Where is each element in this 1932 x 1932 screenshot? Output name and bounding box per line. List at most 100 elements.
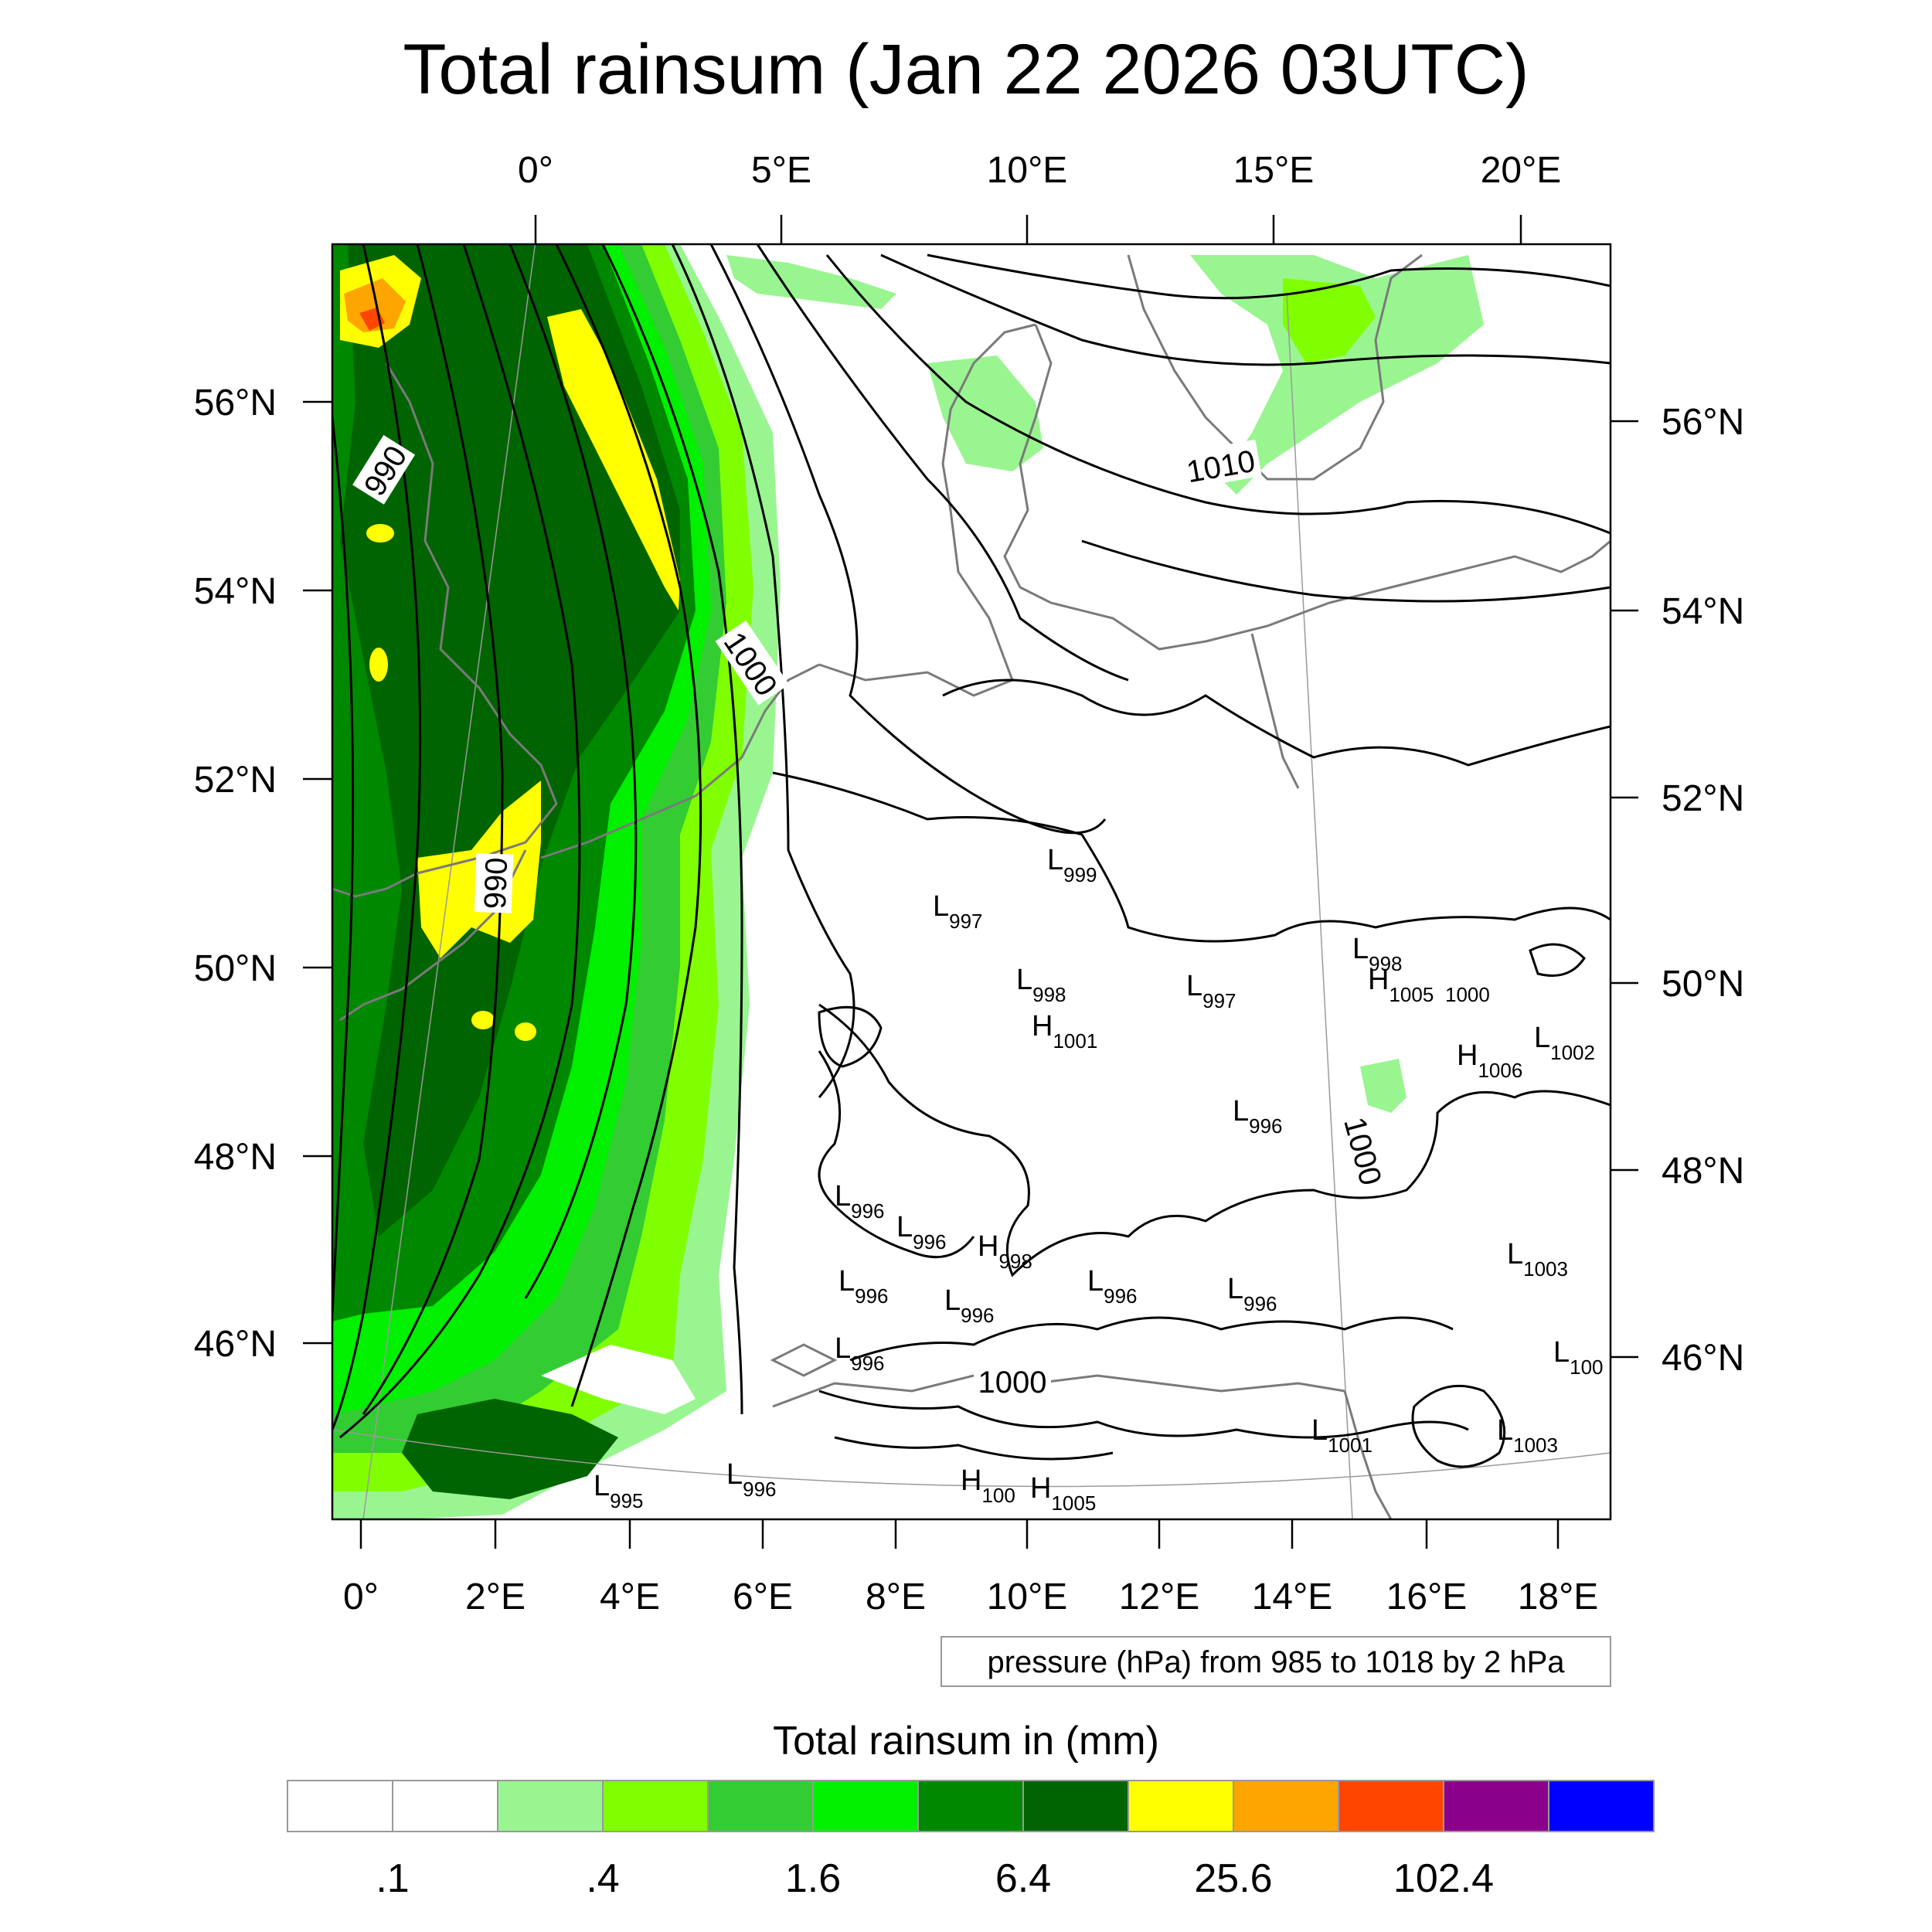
isobar-7 — [601, 244, 743, 1415]
left-lat-label-46n: 46°N — [194, 1324, 277, 1365]
low-pressure-marker: L997 — [933, 890, 983, 933]
coastline-baltic-south — [1050, 539, 1611, 651]
right-lat-label-56n: 56°N — [1662, 402, 1744, 443]
rain-patch-baltic — [1190, 255, 1484, 495]
left-latitude-axis: 56°N 54°N 52°N 50°N 48°N 46°N — [194, 383, 332, 1365]
top-lon-label-15e: 15°E — [1233, 150, 1315, 191]
map-plot-area: 990 990 1000 1010 1000 1000 — [332, 244, 1611, 1519]
graticule-meridian-0 — [362, 244, 536, 1519]
top-lon-label-5e: 5°E — [751, 150, 811, 191]
isobar-5 — [509, 244, 638, 1299]
high-pressure-marker: H1006 — [1457, 1039, 1522, 1082]
contour-labels: 990 990 1000 1010 1000 1000 — [352, 434, 1393, 1400]
isobar-2 — [332, 244, 422, 1430]
low-pressure-marker: L996 — [835, 1180, 885, 1223]
colorbar-box — [1128, 1780, 1234, 1832]
coastline-denmark-west — [941, 323, 1036, 681]
isobar-3 — [362, 244, 504, 1415]
map-title: Total rainsum (Jan 22 2026 03UTC) — [403, 30, 1529, 109]
bottom-lon-label-8e: 8°E — [866, 1577, 926, 1617]
colorbar-box — [392, 1780, 498, 1832]
low-pressure-marker: L996 — [896, 1211, 947, 1253]
contour-info-text: pressure (hPa) from 985 to 1018 by 2 hPa — [987, 1645, 1565, 1679]
right-lat-label-52n: 52°N — [1662, 778, 1744, 819]
isobar-12 — [880, 253, 1611, 366]
border-alps — [772, 1374, 1345, 1408]
map-frame — [331, 243, 1612, 1521]
rain-patch-dark-south — [402, 1399, 618, 1499]
bottom-lon-label-14e: 14°E — [1252, 1577, 1333, 1617]
precipitation-field — [332, 244, 1484, 1519]
low-pressure-marker: L996 — [1233, 1095, 1283, 1138]
isobar-19 — [849, 1316, 1454, 1362]
top-lon-label-0: 0° — [518, 150, 553, 191]
bottom-lon-label-2e: 2°E — [465, 1577, 526, 1617]
bottom-lon-label-6e: 6°E — [733, 1577, 793, 1617]
graticule — [332, 244, 1611, 1519]
coastline-sweden — [1127, 253, 1423, 481]
border-germany-poland — [1250, 633, 1300, 789]
bottom-lon-label-10e: 10°E — [987, 1577, 1068, 1617]
right-lat-label-50n: 50°N — [1662, 964, 1744, 1005]
low-pressure-marker: L996 — [944, 1284, 995, 1327]
contour-info-box: pressure (hPa) from 985 to 1018 by 2 hPa — [940, 1636, 1611, 1687]
right-latitude-axis: 56°N 54°N 52°N 50°N 48°N 46°N — [1611, 402, 1744, 1379]
isobar-24 — [818, 1005, 883, 1068]
colorbar-labels: .1 .4 1.6 6.4 25.6 102.4 — [376, 1856, 1494, 1901]
isobar-20 — [818, 1389, 1469, 1439]
rain-dot-yellow-3 — [471, 1011, 495, 1029]
bottom-longitude-axis: 0° 2°E 4°E 6°E 8°E 10°E 12°E 14°E 16°E 1… — [343, 1519, 1598, 1617]
contour-label-1000-alps: 1000 — [974, 1362, 1051, 1400]
rain-patch-baltic-green — [1283, 278, 1376, 363]
svg-text:990: 990 — [478, 857, 514, 910]
colorbar-title: Total rainsum in (mm) — [773, 1719, 1159, 1764]
left-lat-label-50n: 50°N — [194, 948, 277, 989]
svg-text:1000: 1000 — [978, 1366, 1047, 1400]
low-pressure-marker: L996 — [835, 1332, 885, 1375]
left-lat-label-52n: 52°N — [194, 760, 277, 801]
right-lat-label-48n: 48°N — [1662, 1151, 1744, 1192]
low-pressure-marker: L996 — [838, 1265, 889, 1308]
coastline-adriatic — [1343, 1390, 1393, 1519]
rain-band-dark-green — [340, 244, 680, 1236]
isobar-15 — [942, 679, 1611, 767]
contour-label-990-south: 990 — [474, 853, 514, 913]
rain-gap-south — [541, 1345, 696, 1414]
low-pressure-marker: L1001 — [1311, 1414, 1372, 1457]
bottom-lon-label-0: 0° — [343, 1577, 379, 1617]
isobar-22 — [1411, 1384, 1506, 1468]
colorbar-box — [812, 1780, 919, 1832]
colorbar-tick-label: 25.6 — [1194, 1856, 1272, 1901]
coastline-britain-south — [332, 872, 418, 898]
low-pressure-marker: L997 — [1186, 970, 1236, 1012]
high-pressure-marker: H1005 — [1030, 1472, 1096, 1515]
coastline-wadden-sea — [818, 663, 1013, 697]
colorbar-tick-label: 102.4 — [1393, 1856, 1494, 1901]
rain-dot-yellow-1 — [366, 524, 394, 543]
bottom-lon-label-12e: 12°E — [1119, 1577, 1200, 1617]
colorbar-tick-label: 1.6 — [785, 1856, 841, 1901]
low-pressure-marker: L998 — [1352, 933, 1403, 975]
colorbar-tick-label: .1 — [376, 1856, 409, 1901]
graticule-meridian-15 — [1286, 293, 1353, 1519]
isobar-23 — [1529, 943, 1586, 977]
colorbar-tick-label: .4 — [586, 1856, 619, 1901]
colorbar-box — [1338, 1780, 1444, 1832]
isobar-4 — [339, 244, 581, 1439]
isobar-18 — [818, 1050, 975, 1259]
colorbar-box — [1443, 1780, 1549, 1832]
bottom-lon-label-16e: 16°E — [1386, 1577, 1468, 1617]
colorbar-box — [1022, 1780, 1129, 1832]
right-lat-label-54n: 54°N — [1662, 591, 1744, 632]
bottom-lon-label-4e: 4°E — [600, 1577, 660, 1617]
graticule-parallel-45 — [332, 1429, 1611, 1488]
rain-patch-north-sea-east — [726, 255, 896, 309]
left-lat-label-54n: 54°N — [194, 571, 277, 612]
isobar-value-label: 1000 — [1445, 983, 1490, 1006]
isobar-21 — [834, 1436, 1114, 1461]
top-lon-label-20e: 20°E — [1481, 150, 1562, 191]
colorbar-box — [1233, 1780, 1339, 1832]
right-lat-label-46n: 46°N — [1662, 1338, 1744, 1379]
low-pressure-marker: L1003 — [1507, 1238, 1568, 1281]
